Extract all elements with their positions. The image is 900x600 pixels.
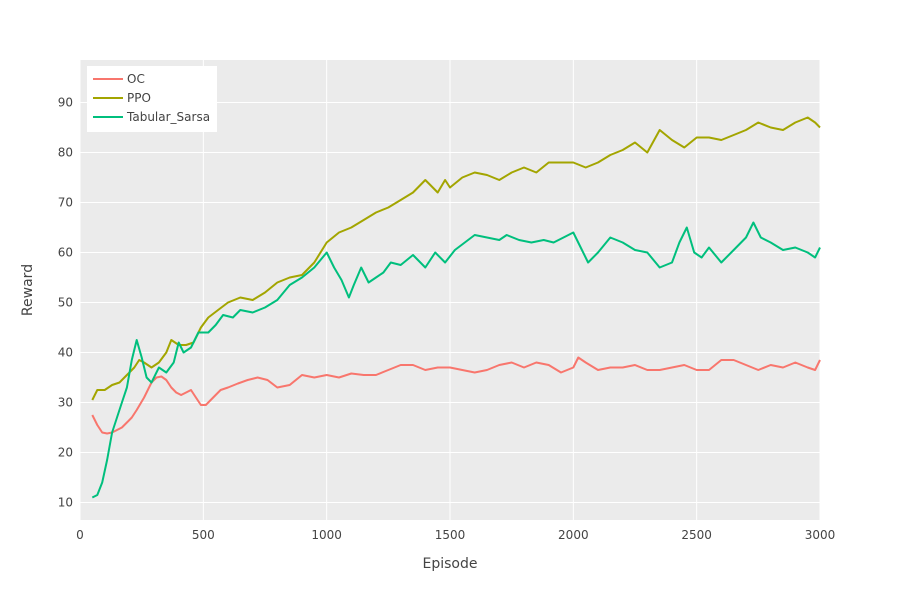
legend: OC PPO Tabular_Sarsa xyxy=(87,66,217,132)
y-tick-label: 90 xyxy=(58,96,73,110)
y-axis-title: Reward xyxy=(20,264,36,316)
y-tick-labels: 10 20 30 40 50 60 70 80 90 xyxy=(58,96,73,510)
x-axis-title: Episode xyxy=(423,556,478,572)
legend-label-oc: OC xyxy=(127,72,145,86)
series-line-tabular-sarsa xyxy=(91,221,821,499)
series-line-oc xyxy=(91,356,821,435)
y-tick-label: 70 xyxy=(58,196,73,210)
legend-label-ppo: PPO xyxy=(127,91,151,105)
x-tick-label: 2500 xyxy=(681,528,712,542)
x-tick-label: 1000 xyxy=(311,528,342,542)
y-tick-label: 20 xyxy=(58,446,73,460)
x-tick-labels: 0 500 1000 1500 2000 2500 3000 xyxy=(76,528,835,542)
y-tick-label: 80 xyxy=(58,146,73,160)
y-tick-label: 50 xyxy=(58,296,73,310)
x-tick-label: 500 xyxy=(192,528,215,542)
x-tick-label: 3000 xyxy=(805,528,836,542)
series-lines xyxy=(91,116,821,499)
x-tick-label: 1500 xyxy=(435,528,466,542)
y-tick-label: 60 xyxy=(58,246,73,260)
legend-label-tabular-sarsa: Tabular_Sarsa xyxy=(126,110,210,124)
x-tick-label: 0 xyxy=(76,528,84,542)
y-tick-label: 30 xyxy=(58,396,73,410)
y-tick-label: 10 xyxy=(58,496,73,510)
y-tick-label: 40 xyxy=(58,346,73,360)
x-tick-label: 2000 xyxy=(558,528,589,542)
series-line-ppo xyxy=(91,116,821,401)
x-gridlines xyxy=(79,60,821,520)
